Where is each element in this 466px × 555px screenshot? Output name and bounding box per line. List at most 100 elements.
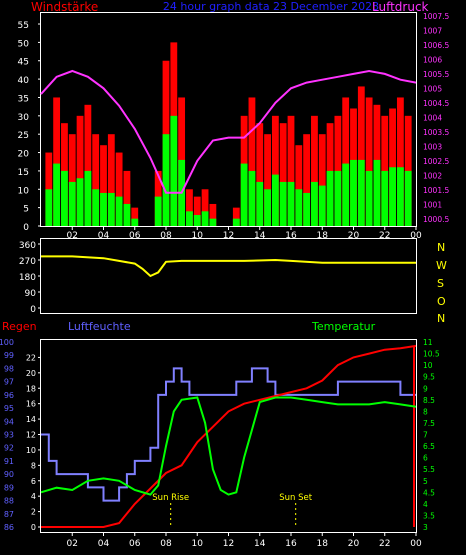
wind-x-tick-label: 02: [67, 231, 78, 241]
wind-x-tick-label: 00: [410, 231, 422, 241]
wind-y-tick-label: 55: [18, 21, 29, 31]
temperature-y-tick-label: 9: [423, 384, 428, 393]
wind-gust-bar: [92, 134, 100, 226]
wind-avg-bar: [170, 115, 178, 226]
wind-y-tick-label: 5: [23, 205, 29, 215]
humidity-y-tick-label: 92: [4, 444, 14, 453]
wind-avg-bar: [61, 170, 68, 226]
pressure-y-tick-label: 1001.5: [423, 186, 449, 195]
temperature-line: [40, 396, 417, 496]
wind-avg-bar: [287, 181, 295, 226]
climate-x-tick-label: 10: [192, 539, 204, 549]
wind-gust-bar: [131, 207, 139, 226]
humidity-y-tick-label: 96: [4, 391, 14, 400]
wind-y-tick-label: 10: [18, 186, 30, 196]
wind-avg-bar: [240, 163, 248, 226]
wind-avg-bar: [186, 211, 193, 226]
wind-title: Windstärke: [31, 0, 98, 14]
wind-avg-bar: [248, 170, 256, 226]
wind-x-tick-label: 20: [348, 231, 360, 241]
wind-gust-bar: [76, 115, 84, 226]
humidity-y-tick-label: 86: [4, 523, 14, 532]
wind-avg-bar: [357, 159, 365, 226]
climate-x-tick-label: 14: [254, 539, 266, 549]
wind-gust-bar: [115, 152, 123, 226]
humidity-y-tick-label: 91: [4, 457, 14, 466]
rain-y-tick-label: 16: [26, 400, 36, 409]
pressure-y-tick-label: 1000.5: [423, 215, 449, 224]
wind-avg-bar: [256, 181, 264, 226]
temperature-y-tick-label: 4.5: [423, 488, 435, 497]
wind-x-tick-label: 16: [285, 231, 297, 241]
wind-avg-bar: [92, 189, 100, 226]
pressure-y-tick-label: 1002.5: [423, 157, 449, 166]
direction-label-o: O: [437, 295, 446, 308]
climate-x-tick-label: 16: [285, 539, 297, 549]
wind-gust-bar: [201, 189, 209, 226]
wind-avg-bar: [389, 167, 396, 226]
temperature-y-tick-label: 8: [423, 407, 428, 416]
pressure-title: Luftdruck: [372, 0, 429, 14]
temperature-y-tick-label: 3.5: [423, 511, 435, 520]
wind-gust-bar: [303, 134, 311, 226]
rain-y-tick-label: 0: [31, 523, 36, 532]
direction-label-s: S: [437, 277, 444, 290]
wind-gust-bar: [342, 97, 350, 226]
wind-gust-bar: [357, 86, 365, 226]
direction-label-n-top: N: [437, 241, 445, 254]
rain-y-tick-label: 18: [26, 384, 36, 393]
temperature-y-tick-label: 8.5: [423, 396, 435, 405]
wind-avg-bar: [84, 170, 92, 226]
wind-x-tick-label: 06: [129, 231, 141, 241]
temperature-y-tick-label: 3: [423, 523, 428, 532]
direction-y-tick-label: 270: [19, 257, 36, 267]
wind-avg-bar: [350, 159, 357, 226]
temperature-y-tick-label: 7: [423, 431, 428, 440]
pressure-y-tick-label: 1004.5: [423, 99, 449, 108]
wind-avg-bar: [334, 170, 342, 226]
direction-y-tick-label: 0: [30, 305, 36, 315]
wind-avg-bar: [209, 218, 217, 226]
wind-y-tick-label: 35: [18, 94, 29, 104]
wind-avg-bar: [295, 189, 303, 226]
rain-y-tick-label: 4: [31, 492, 36, 501]
pressure-line: [40, 69, 417, 194]
climate-x-tick-label: 06: [129, 539, 141, 549]
rain-title: Regen: [2, 320, 37, 333]
wind-gust-bar: [295, 145, 303, 226]
direction-y-tick-label: 90: [25, 289, 37, 299]
wind-gust-bar: [53, 97, 61, 226]
temperature-y-tick-label: 5.5: [423, 465, 435, 474]
humidity-y-tick-label: 98: [4, 364, 14, 373]
temperature-y-tick-label: 10.5: [423, 350, 440, 359]
wind-y-tick-label: 30: [18, 113, 30, 123]
sun-annotation-label: Sun Set: [279, 493, 312, 503]
direction-y-tick-label: 360: [19, 241, 36, 251]
rain-y-tick-label: 10: [26, 446, 36, 455]
temperature-y-tick-label: 4: [423, 500, 428, 509]
wind-gust-bar: [193, 196, 201, 226]
pressure-y-tick-label: 1003.5: [423, 128, 449, 137]
humidity-y-tick-label: 90: [4, 470, 14, 479]
rain-y-tick-label: 14: [26, 415, 36, 424]
rain-line: [41, 344, 417, 528]
wind-avg-bar: [68, 181, 76, 226]
humidity-line: [41, 367, 416, 502]
wind-gust-bar: [209, 203, 217, 226]
wind-x-tick-label: 08: [160, 231, 172, 241]
wind-gust-bar: [248, 97, 256, 226]
wind-avg-bar: [271, 174, 279, 226]
humidity-y-tick-label: 87: [4, 510, 14, 519]
wind-avg-bar: [396, 167, 404, 226]
wind-avg-bar: [123, 203, 131, 226]
pressure-y-tick-label: 1006: [423, 55, 442, 64]
humidity-y-tick-label: 100: [0, 338, 14, 347]
rain-y-tick-label: 12: [26, 431, 36, 440]
wind-avg-bar: [342, 163, 350, 226]
direction-line: [41, 255, 416, 278]
pressure-y-tick-label: 1007.5: [423, 12, 449, 21]
wind-avg-bar: [303, 192, 311, 226]
wind-y-tick-label: 50: [18, 39, 30, 49]
